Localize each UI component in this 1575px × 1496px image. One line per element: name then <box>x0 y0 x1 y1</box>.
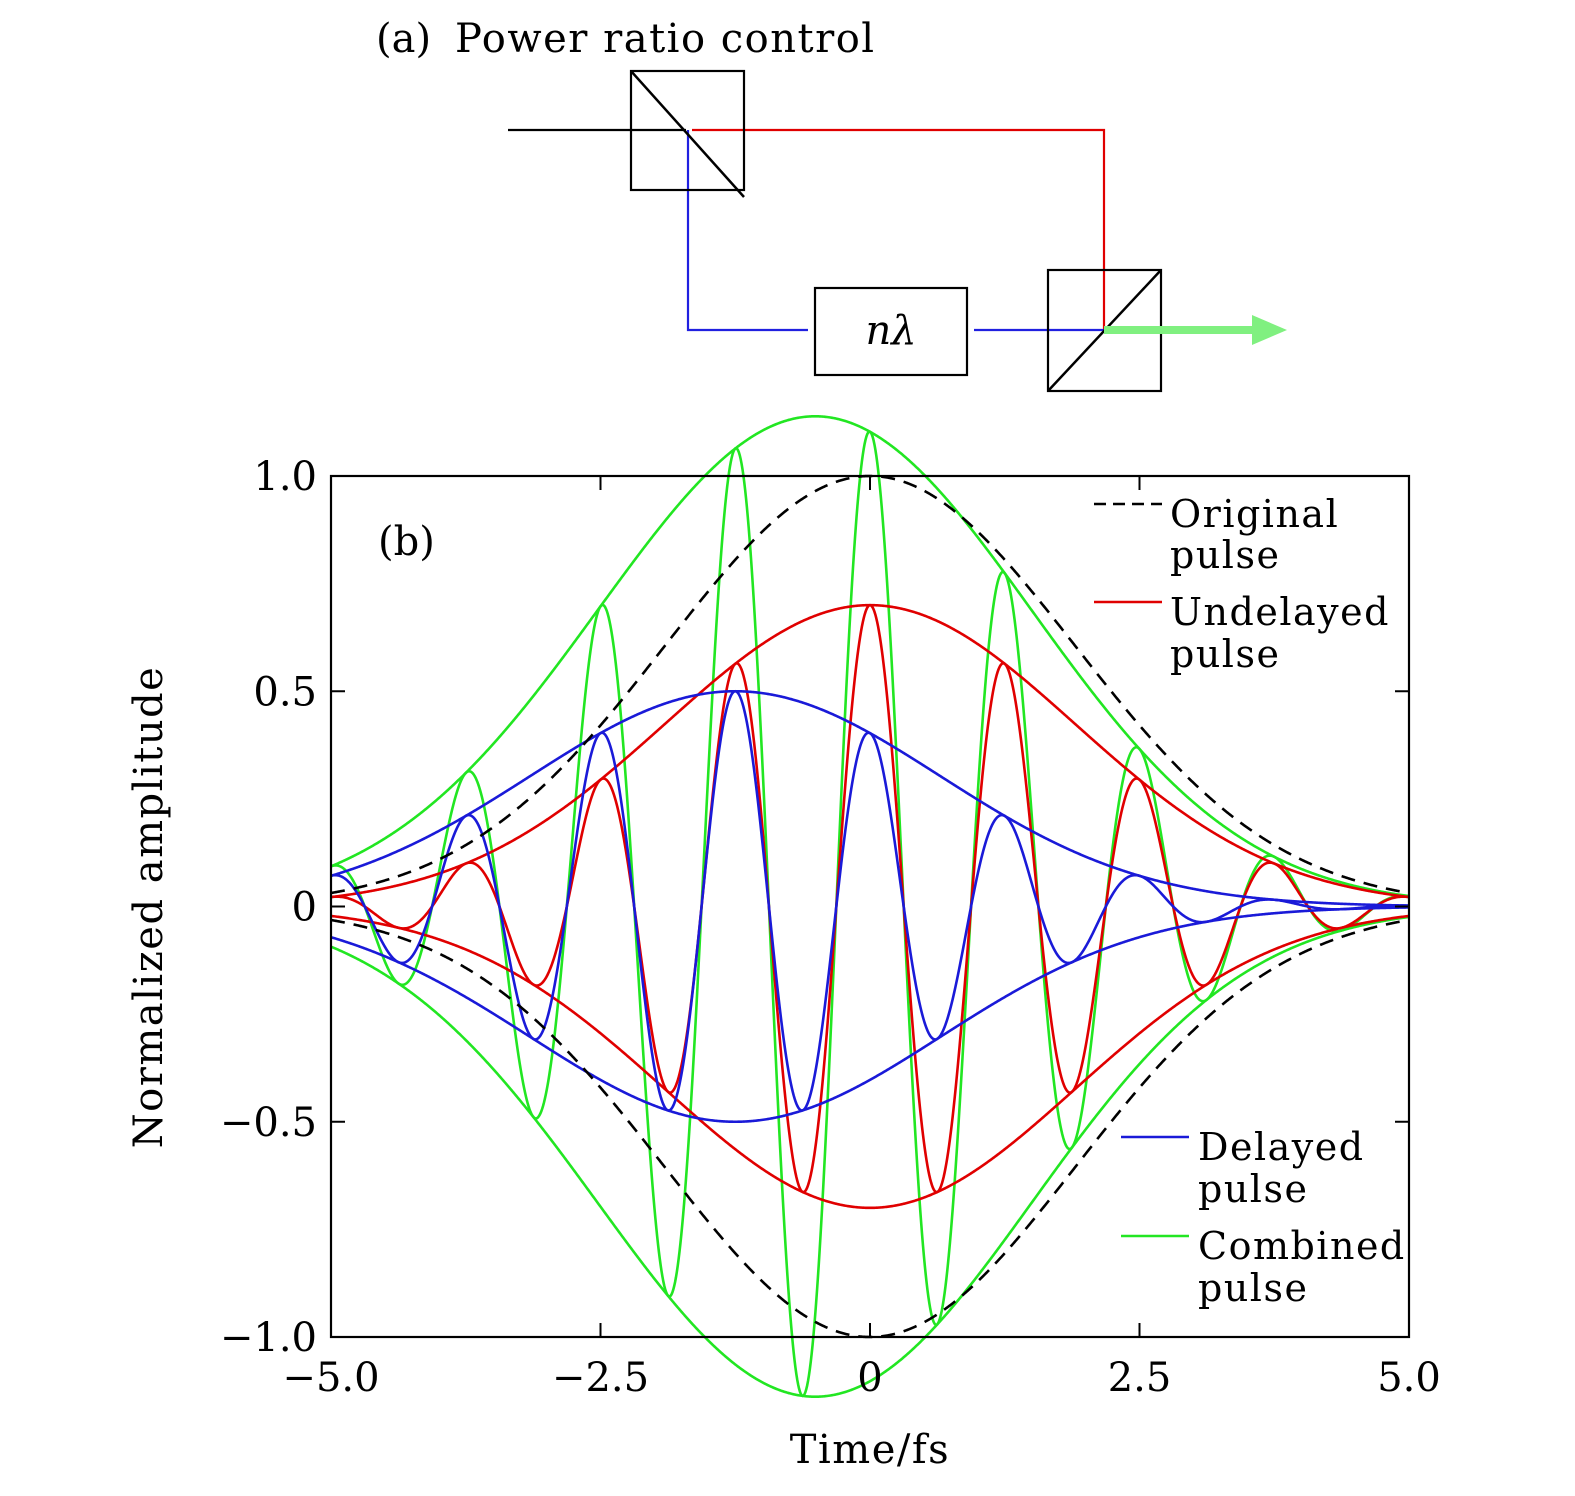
y-axis-label: Normalized amplitude <box>126 666 172 1149</box>
panel-a-label: (a) <box>376 16 431 62</box>
panel-b-label: (b) <box>378 519 435 565</box>
beam-splitter-1 <box>629 69 746 198</box>
legend-label-cont: pulse <box>1170 533 1280 577</box>
delayed-pulse-carrier <box>330 689 1410 1112</box>
panel-a-title: Power ratio control <box>455 16 876 62</box>
delay-element: nλ <box>813 286 969 377</box>
combined-pulse-envelope-lower <box>330 915 1410 1399</box>
y-tick-label: −1.0 <box>220 1315 317 1361</box>
y-tick-label: −0.5 <box>220 1100 317 1146</box>
legend-label-cont: pulse <box>1170 632 1280 676</box>
output-beam-arrow <box>1104 315 1287 345</box>
y-tick-label: 0 <box>292 885 317 931</box>
x-tick-label: 5.0 <box>1377 1355 1441 1401</box>
x-tick-label: −5.0 <box>282 1355 379 1401</box>
legend-label: Combined <box>1198 1224 1406 1268</box>
y-tick-label: 0.5 <box>253 669 317 715</box>
delay-element-label: nλ <box>865 308 916 354</box>
delayed-beam-path-1 <box>686 130 808 332</box>
y-tick-label: 1.0 <box>253 454 317 500</box>
panel-b-chart: −5.0 −2.5 0 2.5 5.0 1.0 0.5 0 −0.5 −1.0 (b) Time/… <box>126 414 1441 1473</box>
undelayed-pulse-carrier <box>330 603 1410 1194</box>
undelayed-beam-path <box>692 128 1106 330</box>
delayed-pulse-envelope-lower <box>330 906 1410 1124</box>
axis-ticks: −5.0 −2.5 0 2.5 5.0 1.0 0.5 0 −0.5 −1.0 <box>220 454 1441 1401</box>
legend-label-cont: pulse <box>1198 1167 1308 1211</box>
legend-label-cont: pulse <box>1198 1266 1308 1310</box>
legend: OriginalpulseUndelayedpulseDelayedpulseC… <box>1094 492 1406 1310</box>
panel-a: (a) Power ratio control nλ <box>376 16 1287 393</box>
x-axis-label: Time/fs <box>790 1427 950 1473</box>
legend-label: Delayed <box>1198 1125 1365 1169</box>
legend-label: Original <box>1170 492 1339 536</box>
legend-label: Undelayed <box>1170 590 1390 634</box>
x-tick-label: 2.5 <box>1108 1355 1172 1401</box>
x-tick-label: 0 <box>857 1355 882 1401</box>
x-tick-label: −2.5 <box>552 1355 649 1401</box>
